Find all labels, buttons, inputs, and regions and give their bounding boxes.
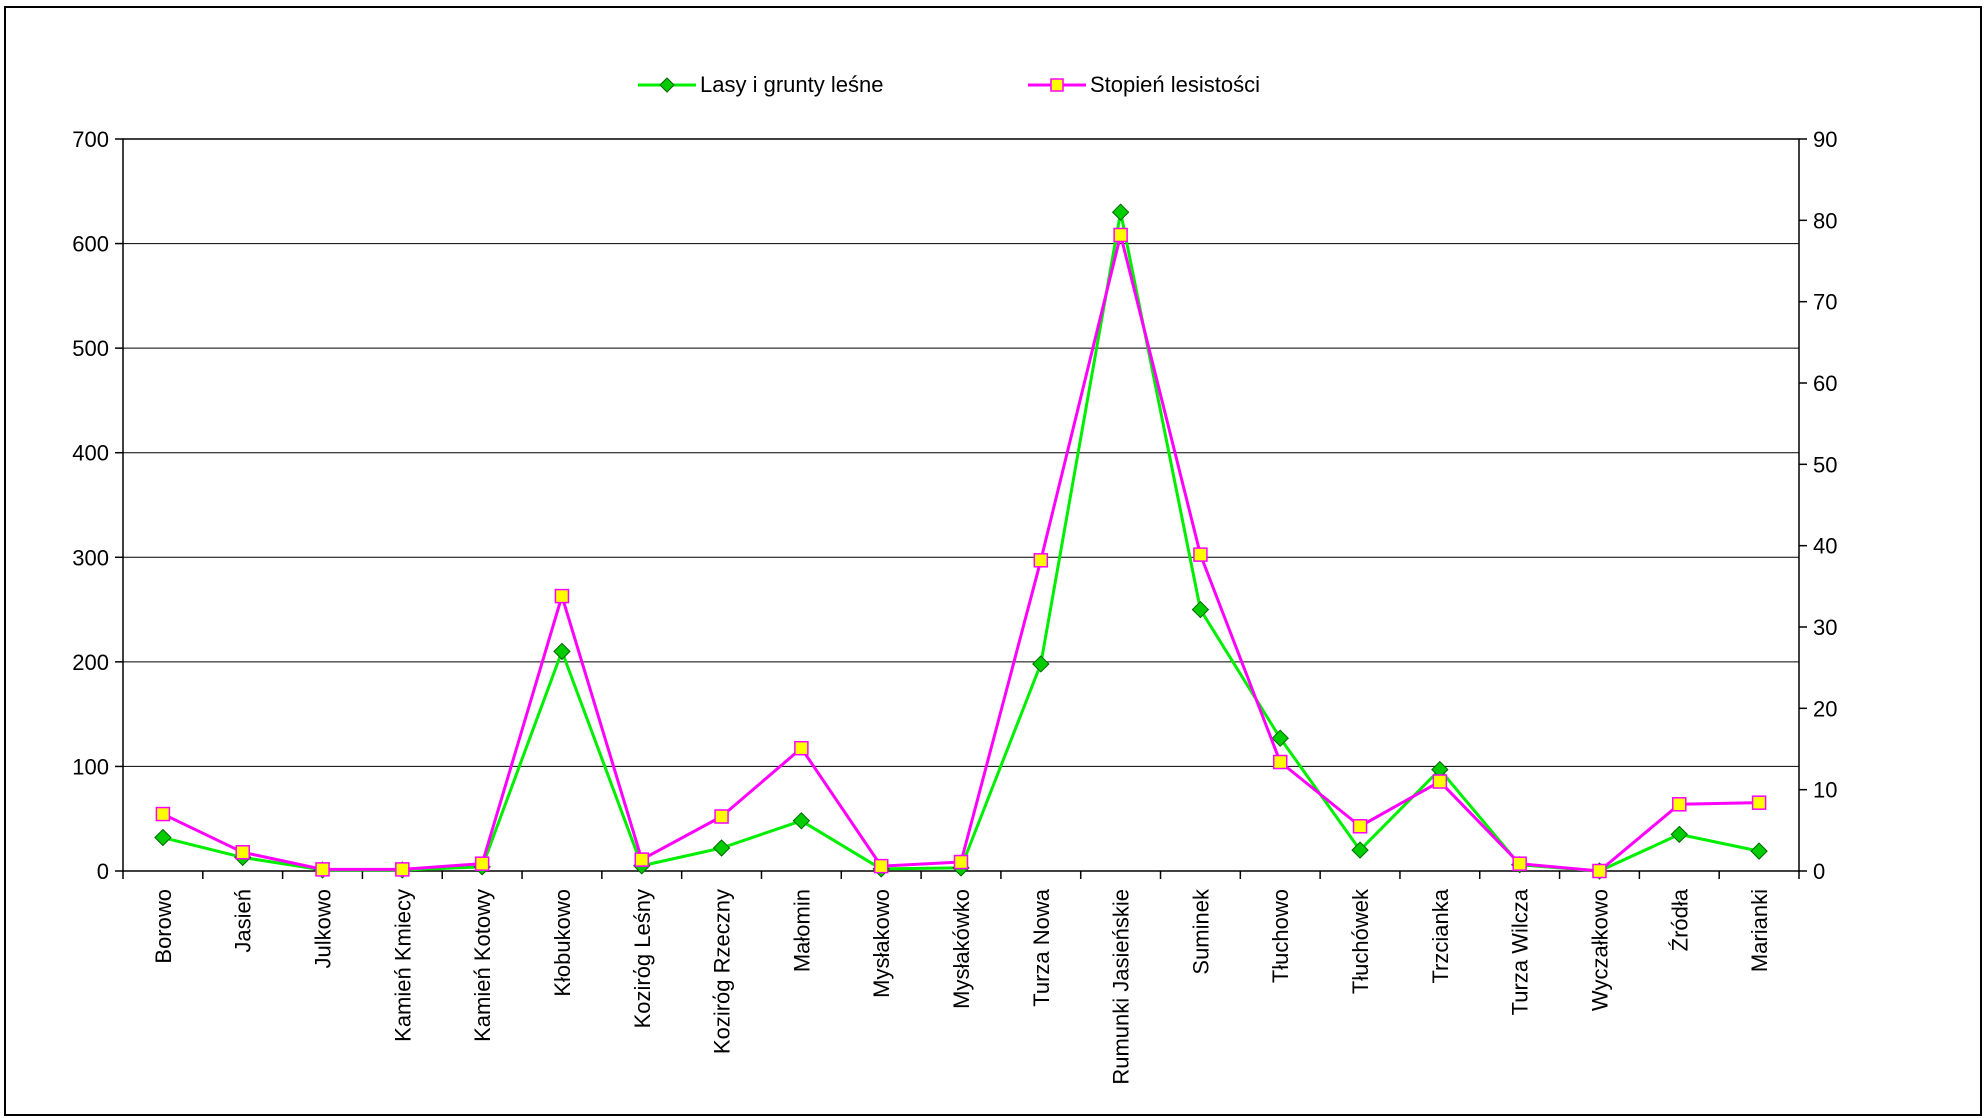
legend-marker-1: [1050, 78, 1064, 92]
series-1-point-17: [1512, 856, 1527, 871]
series-1-point-11: [1033, 553, 1049, 568]
x-tick-label-7: Kozirόg Rzeczny: [710, 889, 735, 1054]
series-0-point-20: [1750, 842, 1768, 860]
legend-item-1: Stopień lesistości: [1028, 72, 1260, 97]
legend-item-0: Lasy i grunty leśne: [638, 72, 883, 97]
series-1-point-19: [1672, 797, 1687, 812]
y2-tick-label-7: 70: [1813, 290, 1837, 315]
series-1-point-8: [794, 740, 809, 756]
series-1-point-0: [155, 806, 171, 822]
series-1-point-9: [873, 858, 889, 874]
x-tick-label-16: Trzcianka: [1428, 888, 1453, 983]
series-1-point-2: [315, 862, 330, 877]
x-tick-label-17: Turza Wilcza: [1508, 888, 1533, 1015]
x-tick-label-15: Tłuchówek: [1348, 888, 1373, 994]
series-1-point-18: [1592, 863, 1607, 879]
y-tick-label-1: 100: [72, 754, 109, 779]
y-tick-label-5: 500: [72, 336, 109, 361]
x-tick-label-3: Kamień Kmiecy: [390, 889, 415, 1042]
x-tick-label-14: Tłuchowo: [1268, 889, 1293, 983]
x-tick-label-10: Mysłakówko: [949, 889, 974, 1009]
x-tick-label-9: Mysłakowo: [869, 889, 894, 998]
series-0-point-19: [1670, 825, 1688, 844]
series-1-point-20: [1751, 795, 1767, 810]
x-tick-label-0: Borowo: [151, 889, 176, 964]
y2-tick-label-3: 30: [1813, 615, 1837, 640]
x-tick-label-13: Suminek: [1188, 888, 1213, 975]
series-0-point-13: [1191, 600, 1210, 619]
y2-tick-label-0: 0: [1813, 859, 1825, 884]
series-0-point-11: [1032, 655, 1050, 673]
series-1-point-3: [395, 862, 410, 877]
legend-marker-0: [659, 77, 675, 93]
y-tick-label-7: 700: [72, 127, 109, 152]
y2-tick-label-5: 50: [1813, 452, 1837, 477]
series: [154, 203, 1768, 880]
x-tick-label-5: Kłobukowo: [550, 889, 575, 997]
series-1-point-6: [634, 852, 650, 867]
x-axis: Borowo Jasień Julkowo Kamień Kmiecy Kamień K…: [122, 871, 1800, 1085]
y2-tick-label-6: 60: [1813, 371, 1837, 396]
series-0-point-7: [712, 839, 731, 857]
series-1-point-7: [714, 809, 729, 824]
y2-tick-label-8: 80: [1813, 208, 1837, 233]
x-tick-label-20: Marianki: [1747, 889, 1772, 972]
x-tick-label-11: Turza Nowa: [1029, 888, 1054, 1007]
series-0-point-5: [553, 642, 571, 661]
y2-tick-label-1: 10: [1813, 778, 1837, 803]
series-1-point-1: [235, 845, 250, 860]
series-1-point-16: [1432, 774, 1448, 789]
series-1-point-12: [1113, 227, 1128, 243]
y-tick-label-3: 300: [72, 545, 109, 570]
x-tick-label-2: Julkowo: [311, 889, 336, 968]
series-1-point-13: [1193, 547, 1208, 562]
y-axis-left: 0 100 200 300 400 500 600 700: [72, 127, 123, 884]
y2-tick-label-9: 90: [1813, 127, 1837, 152]
legend-label-0: Lasy i grunty leśne: [700, 72, 883, 97]
series-1-point-10: [953, 854, 969, 870]
series-0-point-8: [792, 812, 811, 830]
legend: Lasy i grunty leśne Stopień lesistości: [638, 72, 1260, 97]
x-tick-label-18: Wyczałkowo: [1587, 889, 1612, 1011]
y2-tick-label-2: 20: [1813, 696, 1837, 721]
y-axis-right: 0 10 20 30 40 50 60 70 80 90: [1799, 127, 1837, 884]
y-tick-label-2: 200: [72, 650, 109, 675]
x-tick-label-1: Jasień: [231, 889, 256, 953]
series-1-point-5: [554, 588, 570, 604]
y-tick-label-4: 400: [72, 441, 109, 466]
x-tick-label-8: Małomin: [789, 889, 814, 972]
gridlines: [123, 243, 1799, 767]
x-tick-label-4: Kamień Kotowy: [470, 889, 495, 1042]
series-1-point-15: [1352, 819, 1368, 834]
x-tick-label-6: Kozirόg Leśny: [630, 889, 655, 1028]
series-0-point-0: [154, 828, 172, 847]
series-0-point-15: [1351, 841, 1369, 859]
y-tick-label-0: 0: [97, 859, 109, 884]
y2-tick-label-4: 40: [1813, 534, 1837, 559]
series-1-point-14: [1272, 754, 1288, 770]
legend-label-1: Stopień lesistości: [1090, 72, 1260, 97]
series-1-point-4: [474, 856, 490, 871]
chart-border: [4, 6, 1982, 1116]
series-0-point-14: [1271, 729, 1289, 747]
series-0-point-12: [1111, 203, 1130, 221]
y-tick-label-6: 600: [72, 232, 109, 257]
x-tick-label-19: Źródła: [1667, 888, 1692, 951]
x-tick-label-12: Rumunki Jasieńskie: [1109, 889, 1134, 1085]
